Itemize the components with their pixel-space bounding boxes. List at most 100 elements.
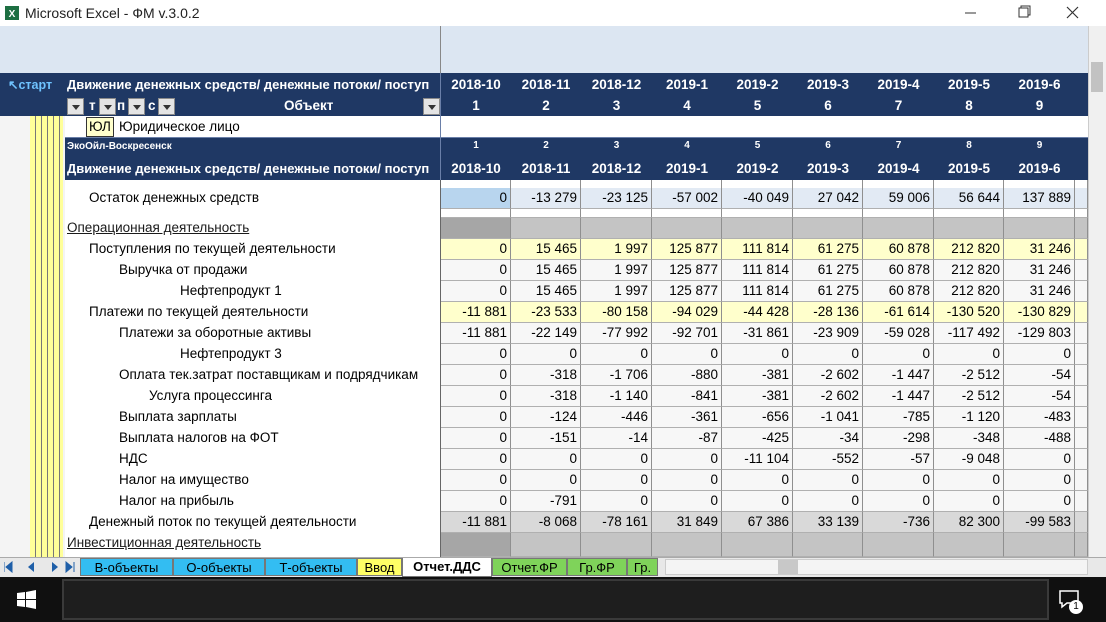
sheet-tab[interactable]: Т-объекты bbox=[265, 558, 357, 576]
cell: 0 bbox=[441, 344, 511, 365]
cell bbox=[863, 218, 934, 239]
row-label: Выручка от продажи bbox=[119, 262, 248, 277]
period-header: 2019-6 bbox=[1018, 77, 1061, 92]
row-label: Налог на прибыль bbox=[119, 493, 234, 508]
cell: 0 bbox=[863, 470, 934, 491]
cell bbox=[581, 180, 652, 188]
cell bbox=[1004, 218, 1075, 239]
vertical-scrollbar[interactable] bbox=[1088, 26, 1106, 557]
row-label: Платежи за оборотные активы bbox=[119, 325, 312, 340]
notification-icon[interactable] bbox=[1058, 588, 1086, 616]
cell: 0 bbox=[863, 491, 934, 512]
row-label: Выплата налогов на ФОТ bbox=[119, 430, 279, 445]
scroll-thumb[interactable] bbox=[1091, 62, 1103, 92]
cell bbox=[934, 180, 1004, 188]
cell bbox=[1075, 533, 1088, 557]
cell: 0 bbox=[441, 449, 511, 470]
sheet-tab[interactable]: Гр. bbox=[627, 558, 658, 576]
cell bbox=[441, 209, 511, 218]
cell: -1 447 bbox=[863, 365, 934, 386]
cell bbox=[441, 533, 511, 557]
cell: 15 465 bbox=[511, 260, 581, 281]
company-index: 1 bbox=[473, 140, 479, 151]
cell bbox=[652, 209, 722, 218]
cell: -28 136 bbox=[793, 302, 863, 323]
cell: -57 002 bbox=[652, 188, 722, 209]
cell: -130 520 bbox=[934, 302, 1004, 323]
horizontal-scrollbar[interactable] bbox=[665, 559, 1088, 575]
cell: -23 533 bbox=[511, 302, 581, 323]
period-header: 2018-11 bbox=[521, 77, 571, 92]
cell bbox=[511, 180, 581, 188]
cell: 67 386 bbox=[722, 512, 793, 533]
start-link[interactable]: ↖старт bbox=[8, 78, 53, 92]
cell: 125 877 bbox=[652, 260, 722, 281]
cell: -1 706 bbox=[581, 365, 652, 386]
cell: -2 512 bbox=[934, 386, 1004, 407]
freeze-line bbox=[440, 73, 441, 180]
cell bbox=[1075, 428, 1088, 449]
cell: 0 bbox=[441, 428, 511, 449]
cell bbox=[1075, 407, 1088, 428]
cell: -59 028 bbox=[863, 323, 934, 344]
cell: 0 bbox=[441, 365, 511, 386]
cell: -54 bbox=[1004, 365, 1075, 386]
cell bbox=[652, 180, 722, 188]
cell bbox=[863, 533, 934, 557]
sheet-tab[interactable]: О-объекты bbox=[173, 558, 265, 576]
header-caption: Движение денежных средств/ денежные пото… bbox=[67, 77, 430, 92]
cell: -425 bbox=[722, 428, 793, 449]
cell bbox=[1075, 365, 1088, 386]
cell: -318 bbox=[511, 365, 581, 386]
cell: -552 bbox=[793, 449, 863, 470]
cell: 0 bbox=[1004, 470, 1075, 491]
cell: 212 820 bbox=[934, 260, 1004, 281]
cell: -11 104 bbox=[722, 449, 793, 470]
search-box[interactable] bbox=[62, 579, 1049, 620]
cell bbox=[793, 209, 863, 218]
cell bbox=[793, 180, 863, 188]
cell: -92 701 bbox=[652, 323, 722, 344]
period-index: 2 bbox=[542, 98, 550, 113]
filter-button[interactable] bbox=[158, 98, 175, 115]
cell: -44 428 bbox=[722, 302, 793, 323]
filter-label: с bbox=[148, 98, 156, 113]
start-button[interactable] bbox=[17, 590, 37, 610]
cell bbox=[722, 180, 793, 188]
cell: -99 583 bbox=[1004, 512, 1075, 533]
cell: -94 029 bbox=[652, 302, 722, 323]
period-index: 1 bbox=[472, 98, 480, 113]
cell: -8 068 bbox=[511, 512, 581, 533]
sheet-tab[interactable]: Ввод bbox=[357, 558, 402, 576]
cell: 0 bbox=[1004, 491, 1075, 512]
period-index: 7 bbox=[894, 98, 903, 113]
scroll-thumb[interactable] bbox=[778, 560, 798, 574]
sheet-tab[interactable]: Отчет.ДДС bbox=[402, 558, 492, 577]
cell: -348 bbox=[934, 428, 1004, 449]
cell: 0 bbox=[793, 491, 863, 512]
cell: 137 889 bbox=[1004, 188, 1075, 209]
row-label: НДС bbox=[119, 451, 148, 466]
cell bbox=[934, 218, 1004, 239]
filter-button[interactable] bbox=[99, 98, 116, 115]
row-label: Поступления по текущей деятельности bbox=[89, 241, 336, 256]
excel-icon: X bbox=[5, 6, 19, 20]
filter-button[interactable] bbox=[128, 98, 145, 115]
cell: 33 139 bbox=[793, 512, 863, 533]
sheet-tab[interactable]: Гр.ФР bbox=[567, 558, 627, 576]
sheet-nav[interactable] bbox=[4, 561, 76, 573]
cell: 125 877 bbox=[652, 239, 722, 260]
filter-button[interactable] bbox=[423, 98, 440, 115]
cell: 0 bbox=[934, 344, 1004, 365]
period-header: 2019-2 bbox=[736, 77, 779, 92]
cell: -880 bbox=[652, 365, 722, 386]
window-title: Microsoft Excel - ФМ v.3.0.2 bbox=[25, 5, 200, 21]
sheet-tab[interactable]: В-объекты bbox=[80, 558, 173, 576]
cell bbox=[1004, 180, 1075, 188]
filter-button[interactable] bbox=[67, 98, 84, 115]
cell: -2 512 bbox=[934, 365, 1004, 386]
window-controls[interactable] bbox=[960, 0, 1106, 26]
cell: 0 bbox=[441, 188, 511, 209]
company-index: 4 bbox=[684, 140, 690, 151]
sheet-tab[interactable]: Отчет.ФР bbox=[492, 558, 567, 576]
